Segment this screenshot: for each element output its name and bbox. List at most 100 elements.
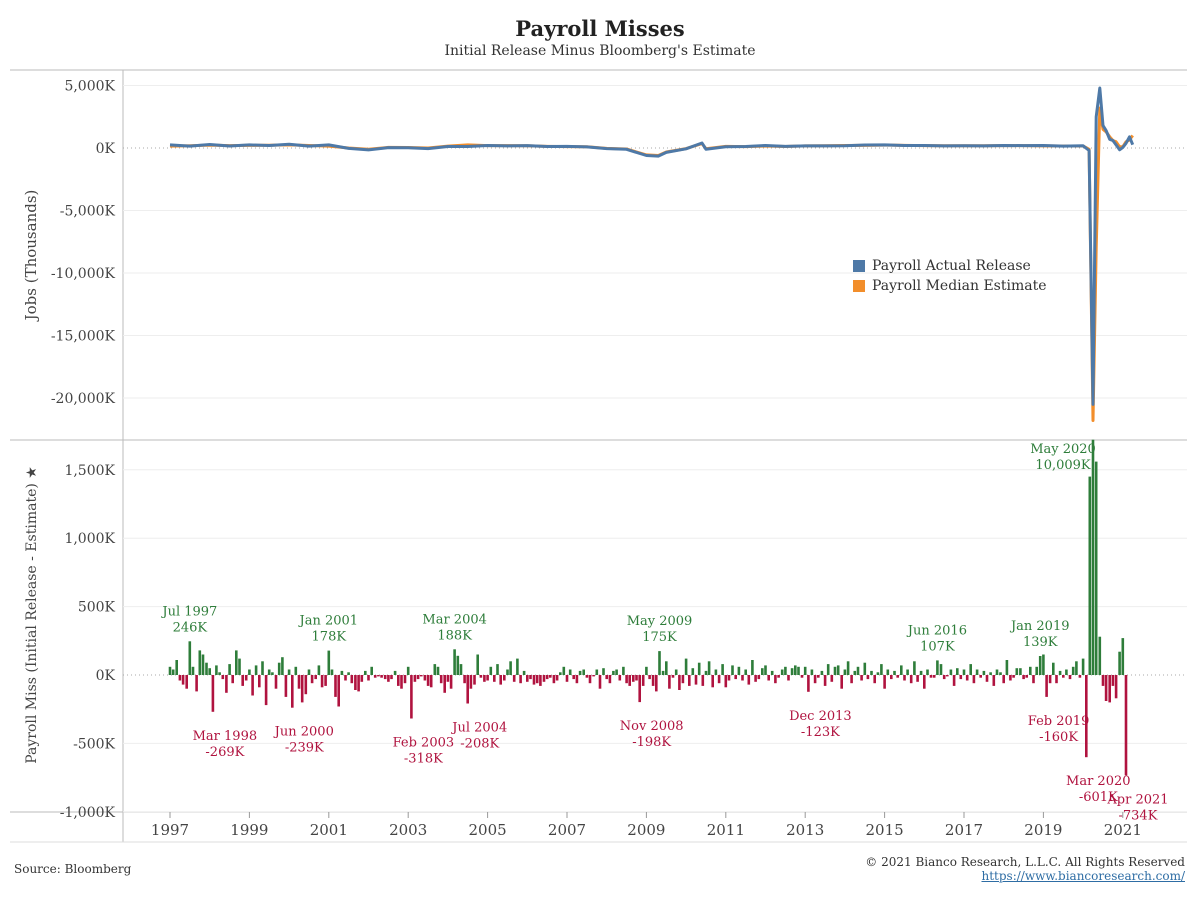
miss-bar: [267, 669, 271, 675]
bottom-y-tick-label: 1,500K: [64, 463, 115, 479]
top-y-tick-label: -20,000K: [51, 391, 116, 407]
miss-bar: [648, 675, 651, 680]
miss-bar: [198, 650, 202, 675]
bottom-y-tick-label: 1,000K: [64, 531, 115, 547]
x-tick-label: 1999: [230, 821, 268, 839]
miss-bar: [969, 664, 972, 675]
miss-bar: [258, 675, 261, 688]
miss-bar: [354, 675, 357, 690]
miss-bar: [377, 675, 380, 677]
miss-bar: [956, 668, 959, 675]
miss-bar: [909, 675, 913, 684]
miss-bar: [469, 675, 473, 689]
series-line-actual: [169, 86, 1135, 406]
miss-bar: [565, 675, 569, 682]
annotation-value: -318K: [404, 752, 443, 767]
legend-item-actual[interactable]: Payroll Actual Release: [853, 256, 1047, 276]
miss-bar: [1038, 656, 1042, 675]
miss-bar: [235, 650, 238, 675]
miss-bar: [681, 675, 685, 684]
miss-bar: [522, 670, 526, 675]
miss-bar: [965, 675, 969, 681]
x-tick-label: 1997: [151, 821, 189, 839]
bottom-y-axis-title: Payroll Miss (Initial Release - Estimate…: [24, 466, 40, 764]
miss-bar: [1068, 675, 1072, 680]
miss-bar: [704, 670, 708, 675]
miss-bar: [529, 675, 532, 680]
miss-bar: [324, 675, 327, 686]
miss-bar: [605, 675, 608, 680]
miss-bar: [1094, 461, 1098, 675]
bottom-y-tick-label: 0K: [96, 668, 116, 684]
bottom-panel: 1,500K 1,000K 500K 0K -500K -1,000K Payroll Mi…: [24, 439, 1187, 823]
miss-bar: [777, 675, 780, 678]
miss-bar: [635, 675, 638, 681]
miss-bar: [737, 666, 741, 675]
miss-bar: [632, 675, 635, 682]
miss-bar: [671, 675, 675, 678]
miss-bar: [833, 666, 837, 675]
miss-bar: [479, 675, 483, 678]
miss-bar: [568, 669, 572, 675]
miss-bar: [1032, 675, 1035, 684]
miss-bar: [228, 664, 231, 675]
miss-bar: [562, 666, 566, 675]
miss-bar: [241, 675, 244, 686]
miss-bar: [181, 675, 185, 685]
miss-bar: [443, 675, 446, 693]
miss-bar: [807, 675, 810, 692]
miss-bar: [1025, 675, 1028, 678]
miss-bar: [949, 669, 953, 675]
miss-bar: [350, 675, 354, 684]
miss-bar: [893, 670, 896, 675]
miss-bar: [989, 672, 992, 675]
annotation-value: -601K: [1079, 790, 1118, 805]
miss-bar: [406, 666, 410, 675]
miss-bar: [330, 669, 334, 675]
top-y-tick-label: -15,000K: [51, 329, 116, 345]
bottom-y-tick-label: -500K: [73, 736, 115, 752]
miss-bar: [800, 675, 804, 678]
miss-bar: [1058, 670, 1062, 675]
miss-bar: [300, 675, 304, 703]
website-link[interactable]: https://www.biancoresearch.com/: [981, 869, 1185, 883]
miss-bar: [658, 651, 661, 675]
miss-bar: [195, 675, 198, 692]
miss-bar: [307, 669, 311, 675]
miss-bar: [1005, 660, 1009, 675]
miss-bar: [747, 675, 751, 685]
miss-bar: [780, 669, 784, 675]
annotation-value: -123K: [801, 725, 840, 740]
legend-swatch-estimate: [853, 280, 865, 292]
miss-bar: [707, 661, 711, 675]
miss-bar: [979, 675, 982, 678]
miss-bar: [641, 675, 645, 686]
miss-bar: [836, 665, 840, 675]
x-tick-label: 2013: [786, 821, 824, 839]
miss-bar: [731, 665, 734, 675]
annotation-date: Jun 2000: [273, 725, 334, 740]
miss-bar: [946, 675, 949, 677]
miss-bar: [211, 675, 215, 712]
miss-bar: [367, 675, 370, 681]
miss-bar: [555, 675, 559, 681]
miss-bar: [916, 675, 919, 682]
miss-bar: [251, 675, 254, 696]
miss-bar: [320, 675, 324, 688]
miss-bar: [486, 675, 489, 681]
miss-bar: [803, 666, 807, 675]
bottom-y-tick-label: -1,000K: [60, 805, 116, 821]
miss-bar: [767, 675, 770, 681]
miss-bar: [337, 675, 340, 707]
miss-bar: [1098, 636, 1102, 675]
miss-bar: [790, 668, 794, 675]
legend-item-estimate[interactable]: Payroll Median Estimate: [853, 276, 1047, 296]
miss-bar: [287, 669, 291, 675]
miss-bar: [436, 666, 440, 675]
miss-bar: [390, 675, 393, 680]
miss-bar: [446, 675, 450, 682]
annotation-value: 10,009K: [1035, 458, 1090, 473]
miss-bar: [962, 669, 966, 675]
miss-bar: [959, 675, 963, 680]
miss-bar: [694, 675, 698, 685]
